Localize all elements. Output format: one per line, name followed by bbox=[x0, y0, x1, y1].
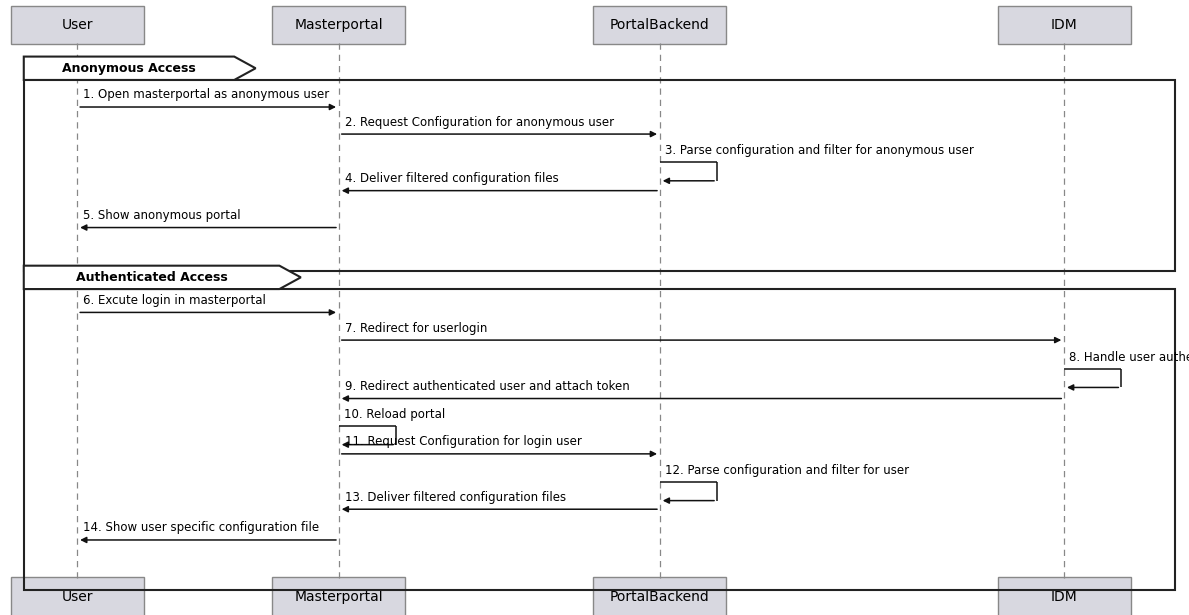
Text: 6. Excute login in masterportal: 6. Excute login in masterportal bbox=[83, 294, 266, 307]
FancyBboxPatch shape bbox=[11, 577, 144, 615]
FancyBboxPatch shape bbox=[272, 577, 405, 615]
Text: PortalBackend: PortalBackend bbox=[610, 590, 710, 603]
Text: Anonymous Access: Anonymous Access bbox=[62, 62, 196, 75]
Text: 8. Handle user authentication: 8. Handle user authentication bbox=[1069, 351, 1189, 364]
Text: 1. Open masterportal as anonymous user: 1. Open masterportal as anonymous user bbox=[83, 89, 329, 101]
Text: IDM: IDM bbox=[1051, 590, 1077, 603]
FancyBboxPatch shape bbox=[593, 6, 726, 44]
Text: Masterportal: Masterportal bbox=[295, 590, 383, 603]
Polygon shape bbox=[24, 266, 301, 289]
Polygon shape bbox=[24, 57, 256, 80]
Text: 14. Show user specific configuration file: 14. Show user specific configuration fil… bbox=[83, 522, 320, 534]
Bar bbox=[24, 80, 1175, 271]
Text: User: User bbox=[62, 590, 93, 603]
Text: User: User bbox=[62, 18, 93, 31]
Text: 10. Reload portal: 10. Reload portal bbox=[344, 408, 445, 421]
Text: 12. Parse configuration and filter for user: 12. Parse configuration and filter for u… bbox=[665, 464, 908, 477]
Text: Authenticated Access: Authenticated Access bbox=[76, 271, 227, 284]
Text: 3. Parse configuration and filter for anonymous user: 3. Parse configuration and filter for an… bbox=[665, 145, 974, 157]
Bar bbox=[24, 289, 1175, 590]
Text: 7. Redirect for userlogin: 7. Redirect for userlogin bbox=[345, 322, 487, 335]
Text: Masterportal: Masterportal bbox=[295, 18, 383, 31]
Text: 4. Deliver filtered configuration files: 4. Deliver filtered configuration files bbox=[345, 172, 559, 185]
FancyBboxPatch shape bbox=[998, 577, 1131, 615]
Text: 2. Request Configuration for anonymous user: 2. Request Configuration for anonymous u… bbox=[345, 116, 614, 129]
Text: PortalBackend: PortalBackend bbox=[610, 18, 710, 31]
Text: 13. Deliver filtered configuration files: 13. Deliver filtered configuration files bbox=[345, 491, 566, 504]
Text: IDM: IDM bbox=[1051, 18, 1077, 31]
FancyBboxPatch shape bbox=[998, 6, 1131, 44]
FancyBboxPatch shape bbox=[272, 6, 405, 44]
Text: 11. Request Configuration for login user: 11. Request Configuration for login user bbox=[345, 435, 581, 448]
FancyBboxPatch shape bbox=[11, 6, 144, 44]
Text: 9. Redirect authenticated user and attach token: 9. Redirect authenticated user and attac… bbox=[345, 380, 629, 393]
FancyBboxPatch shape bbox=[593, 577, 726, 615]
Text: 5. Show anonymous portal: 5. Show anonymous portal bbox=[83, 209, 241, 222]
